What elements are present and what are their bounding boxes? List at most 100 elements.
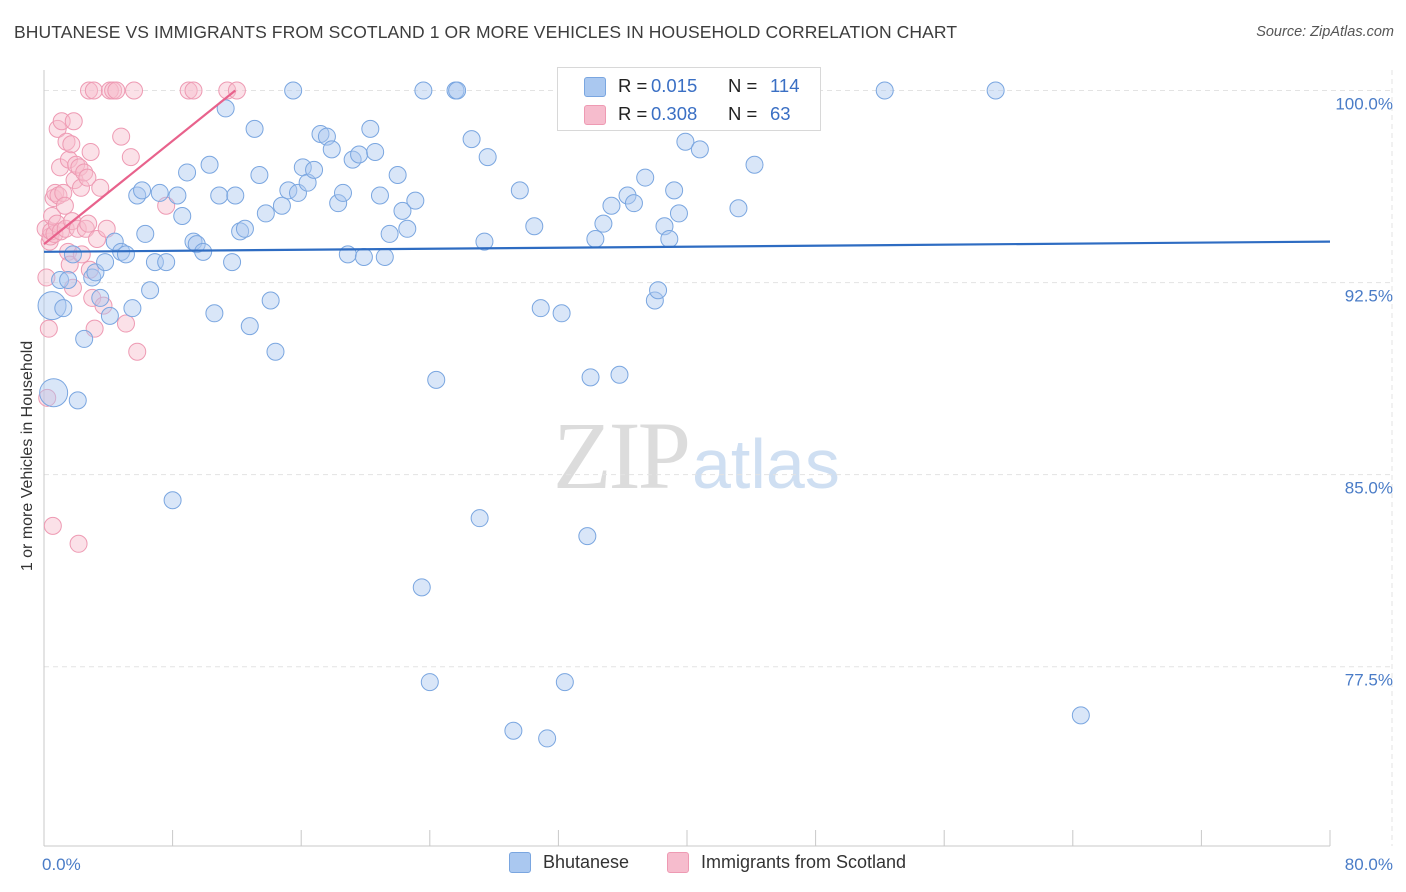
bhutanese-point (216, 99, 235, 118)
bhutanese-point (157, 253, 176, 272)
bhutanese-point (525, 217, 544, 236)
y-tick-label: 77.5% (1345, 671, 1393, 690)
bhutanese-point (305, 160, 324, 179)
scotland-point (60, 255, 79, 274)
bhutanese-point (205, 304, 224, 323)
bhutanese-point (168, 186, 187, 205)
series-scotland-points (36, 81, 246, 553)
scotland-point (37, 268, 56, 287)
bhutanese-point (645, 291, 664, 310)
legend-item-scotland[interactable]: Immigrants from Scotland (667, 852, 906, 873)
bhutanese-point (194, 242, 213, 261)
bhutanese-point (173, 206, 192, 225)
bhutanese-point (660, 230, 679, 249)
bhutanese-point (504, 721, 523, 740)
bhutanese-point (250, 166, 269, 185)
bhutanese-point (586, 230, 605, 249)
bhutanese-point (578, 527, 597, 546)
bhutanese-point (669, 204, 688, 223)
bhutanese-point (676, 132, 695, 151)
bhutanese-point (54, 299, 73, 318)
bhutanese-point (63, 245, 82, 264)
legend-r-label: R = (618, 103, 648, 124)
y-tick-label: 100.0% (1335, 94, 1393, 113)
bhutanese-point (531, 299, 550, 318)
legend-r-value: 0.308 (651, 103, 698, 124)
scotland-point (121, 148, 140, 167)
trend-layer (43, 89, 1331, 253)
bhutanese-point (272, 196, 291, 215)
bhutanese-point (462, 130, 481, 149)
bhutanese-point (266, 342, 285, 361)
bhutanese-point (322, 140, 341, 159)
bhutanese-point (105, 232, 124, 251)
bhutanese-point (83, 268, 102, 287)
source-label: Source: ZipAtlas.com (1256, 24, 1394, 40)
bhutanese-point (388, 166, 407, 185)
bhutanese-point (75, 329, 94, 348)
bhutanese-point (420, 673, 439, 692)
bhutanese-point (370, 186, 389, 205)
legend-r-value: 0.015 (651, 75, 698, 96)
scotland-point (39, 319, 58, 338)
bhutanese-point (235, 219, 254, 238)
scotland-point (97, 219, 116, 238)
bhutanese-point (329, 194, 348, 213)
scotland-point (64, 112, 83, 131)
bhutanese-point (200, 155, 219, 174)
bhutanese-point (412, 578, 431, 597)
bhutanese-point (380, 224, 399, 243)
bhutanese-point (116, 245, 135, 264)
bhutanese-point (333, 183, 352, 202)
bhutanese-point (1071, 706, 1090, 725)
bhutanese-point (226, 186, 245, 205)
legend-item-bhutanese[interactable]: Bhutanese (509, 852, 629, 873)
legend-swatch-bhutanese (509, 852, 531, 873)
bhutanese-point (128, 186, 147, 205)
bhutanese-point (354, 247, 373, 266)
bhutanese-point (475, 232, 494, 251)
scotland-point (84, 81, 103, 100)
tick-label-layer: 77.5% 85.0% 92.5% 100.0% 0.0% 80.0% (42, 94, 1393, 874)
bhutanese-point (245, 119, 264, 138)
bhutanese-point (91, 288, 110, 307)
bhutanese-point (256, 204, 275, 223)
bhutanese-point (448, 81, 467, 100)
scotland-point (55, 196, 74, 215)
scotland-point (69, 534, 88, 553)
bhutanese-trend-line (43, 240, 1331, 253)
bhutanese-point (470, 509, 489, 528)
bhutanese-point (649, 281, 668, 300)
bhutanese-point (555, 673, 574, 692)
bhutanese-point (284, 81, 303, 100)
bhutanese-point (427, 370, 446, 389)
legend-swatch-scotland (667, 852, 689, 873)
bhutanese-point (594, 214, 613, 233)
grid-layer (44, 70, 1393, 846)
x-tick-label: 0.0% (42, 855, 81, 874)
y-tick-label: 85.0% (1345, 479, 1393, 498)
bhutanese-point (261, 291, 280, 310)
bhutanese-point (986, 81, 1005, 100)
scotland-point (71, 178, 90, 197)
bhutanese-point (37, 291, 67, 321)
bhutanese-point (729, 199, 748, 218)
bhutanese-point (610, 365, 629, 384)
bhutanese-point (665, 181, 684, 200)
legend-n-value: 114 (770, 75, 800, 96)
bhutanese-point (636, 168, 655, 187)
axis-layer (43, 70, 1331, 847)
scotland-point (116, 314, 135, 333)
bhutanese-point (745, 155, 764, 174)
y-tick-label: 92.5% (1345, 287, 1393, 306)
bhutanese-point (414, 81, 433, 100)
legend-row-bhutanese: R = 0.015 N = 114 (558, 72, 820, 100)
scotland-point (128, 342, 147, 361)
scotland-point (76, 219, 95, 238)
bhutanese-point (406, 191, 425, 210)
bhutanese-point (39, 378, 69, 408)
x-tick-label: 80.0% (1345, 855, 1393, 874)
scotland-point (57, 132, 76, 151)
legend-n-value: 63 (770, 103, 791, 124)
